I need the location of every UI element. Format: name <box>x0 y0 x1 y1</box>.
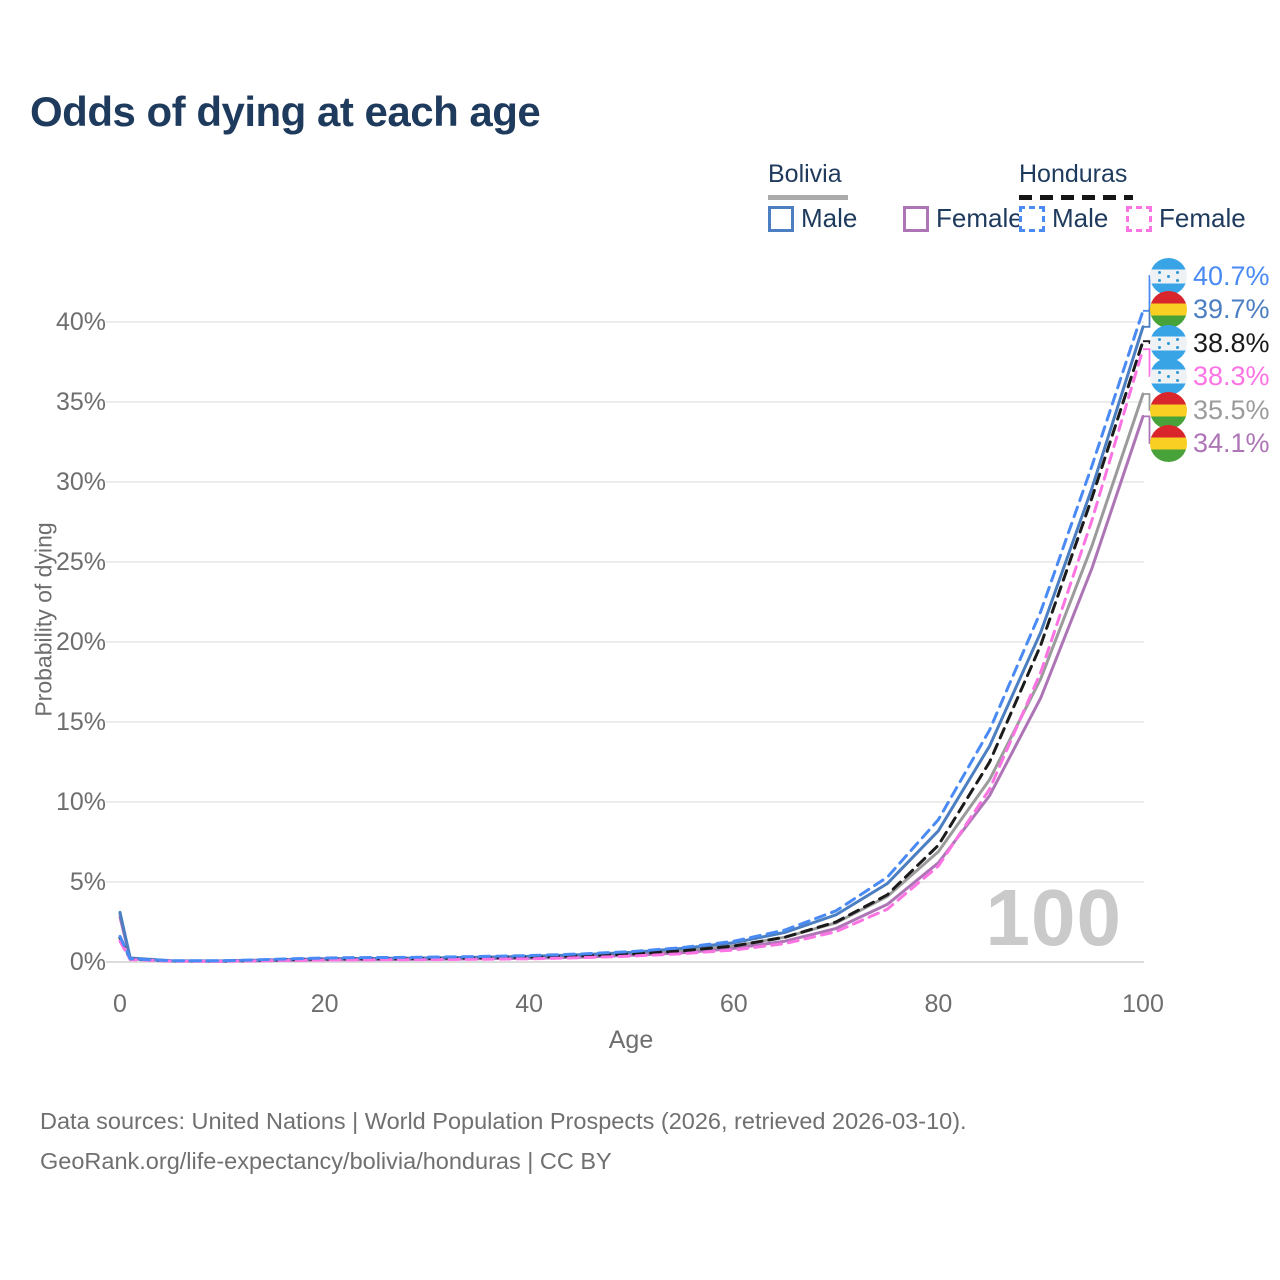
end-value-label: 35.5% <box>1193 394 1270 425</box>
honduras-male-swatch-icon <box>1019 205 1045 232</box>
legend-item-honduras-male[interactable]: Male <box>1019 203 1108 234</box>
y-tick-label: 15% <box>55 708 106 736</box>
y-tick-label: 5% <box>69 868 106 896</box>
y-tick-label: 20% <box>55 628 106 656</box>
honduras-both-line[interactable] <box>118 339 1145 963</box>
end-label-row: 39.7% <box>1150 290 1270 328</box>
end-value-label: 40.7% <box>1193 260 1270 291</box>
bolivia-flag-icon <box>1150 391 1187 429</box>
legend-honduras-female-label: Female <box>1159 203 1246 233</box>
honduras-male-line[interactable] <box>118 309 1145 963</box>
legend-bolivia-male-label: Male <box>801 203 858 233</box>
x-tick-label: 80 <box>924 990 953 1018</box>
end-label-row: 34.1% <box>1150 424 1270 462</box>
legend-bolivia-female-label: Female <box>936 203 1023 233</box>
y-tick-label: 10% <box>55 788 106 816</box>
bolivia-female-swatch-icon <box>903 205 929 232</box>
plot-area <box>106 275 1154 963</box>
end-label-row: 38.8% <box>1150 324 1270 362</box>
honduras-flag-icon <box>1150 324 1187 362</box>
age-watermark-label: 100 <box>985 873 1122 962</box>
honduras-female-line[interactable] <box>118 347 1145 963</box>
y-tick-label: 30% <box>55 468 106 496</box>
y-tick-label: 35% <box>55 388 106 416</box>
y-tick-label: 25% <box>55 548 106 576</box>
footer-attribution-link: GeoRank.org/life-expectancy/bolivia/hond… <box>40 1148 612 1174</box>
legend-bolivia-solid-line-icon <box>768 195 848 200</box>
y-tick-label: 40% <box>55 308 106 336</box>
honduras-flag-icon <box>1150 357 1187 395</box>
x-axis-title: Age <box>608 1026 654 1054</box>
bolivia-both-line[interactable] <box>118 392 1145 963</box>
honduras-flag-icon <box>1150 257 1187 295</box>
honduras-female-swatch-icon <box>1126 205 1152 232</box>
x-tick-label: 60 <box>719 990 748 1018</box>
bolivia-flag-icon <box>1150 290 1187 328</box>
end-value-label: 38.8% <box>1193 327 1270 358</box>
x-tick-label: 100 <box>1122 990 1164 1018</box>
end-value-label: 34.1% <box>1193 427 1270 458</box>
end-value-label: 38.3% <box>1193 360 1270 391</box>
bolivia-flag-icon <box>1150 424 1187 462</box>
x-tick-label: 20 <box>310 990 339 1018</box>
bolivia-male-line[interactable] <box>118 325 1145 963</box>
bolivia-female-line[interactable] <box>118 414 1145 963</box>
footer-data-sources: Data sources: United Nations | World Pop… <box>40 1108 967 1134</box>
legend-item-bolivia-female[interactable]: Female <box>903 203 1023 234</box>
x-tick-label: 40 <box>515 990 544 1018</box>
legend-item-honduras-female[interactable]: Female <box>1126 203 1246 234</box>
end-label-row: 40.7% <box>1150 257 1270 295</box>
legend-honduras-male-label: Male <box>1052 203 1109 233</box>
bolivia-male-swatch-icon <box>768 205 794 232</box>
x-tick-label: 0 <box>113 990 127 1018</box>
end-label-row: 38.3% <box>1150 357 1270 395</box>
legend-honduras-label: Honduras <box>1019 160 1128 188</box>
legend-item-bolivia-male[interactable]: Male <box>768 203 857 234</box>
end-value-label: 39.7% <box>1193 293 1270 324</box>
y-tick-label: 0% <box>69 948 106 976</box>
end-label-row: 35.5% <box>1150 391 1270 429</box>
legend-honduras-dashed-line-icon <box>1019 195 1133 200</box>
legend-bolivia-label: Bolivia <box>768 160 842 188</box>
chart-title: Odds of dying at each age <box>30 88 541 135</box>
